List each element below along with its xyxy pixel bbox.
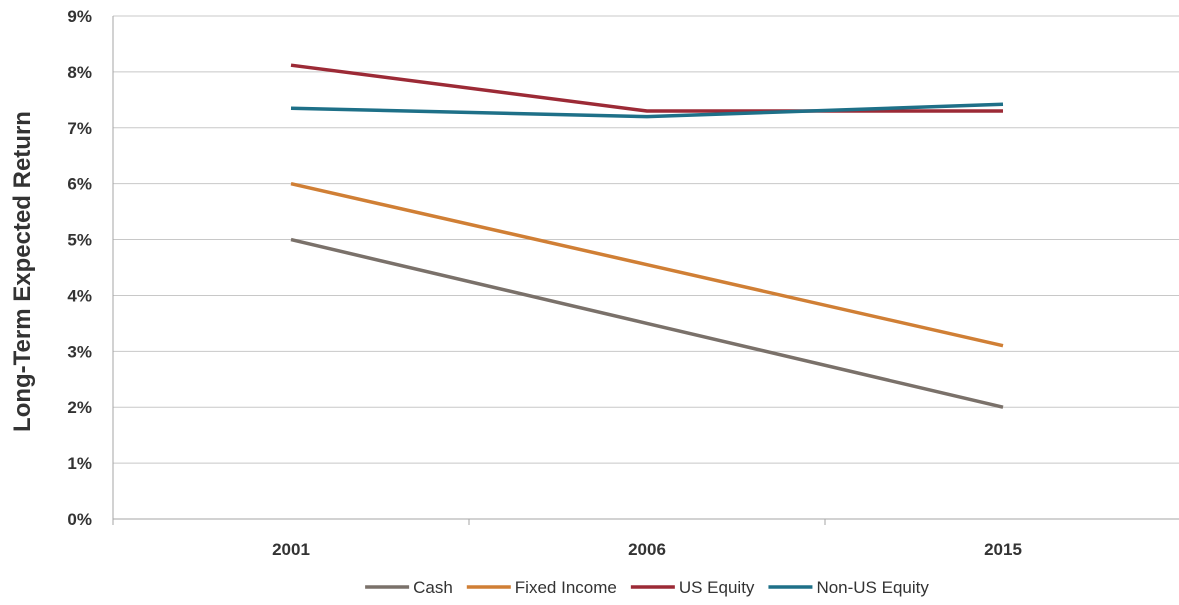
y-tick-label: 0%	[67, 510, 92, 529]
y-tick-label: 2%	[67, 398, 92, 417]
y-tick-label: 7%	[67, 119, 92, 138]
x-tick-label: 2015	[984, 540, 1022, 559]
legend-label: Cash	[413, 578, 453, 597]
legend-item-fixed-income: Fixed Income	[466, 578, 617, 597]
y-tick-label: 5%	[67, 231, 92, 250]
y-tick-label: 4%	[67, 286, 92, 305]
legend-label: Non-US Equity	[816, 578, 929, 597]
legend-item-us-equity: US Equity	[630, 578, 755, 597]
x-tick-label: 2001	[272, 540, 310, 559]
y-axis-label: Long-Term Expected Return	[9, 111, 36, 432]
y-tick-label: 1%	[67, 454, 92, 473]
y-tick-label: 3%	[67, 342, 92, 361]
grid-layer	[113, 15, 1179, 464]
series-line-us-equity	[290, 63, 1003, 113]
legend-item-cash: Cash	[365, 578, 453, 597]
series-layer	[290, 63, 1004, 409]
legend-label: US Equity	[679, 578, 755, 597]
legend-label: Fixed Income	[515, 578, 617, 597]
y-tick-label: 6%	[67, 175, 92, 194]
y-tick-label: 9%	[67, 7, 92, 26]
y-tick-label: 8%	[67, 63, 92, 82]
x-tick-label: 2006	[628, 540, 666, 559]
series-line-non-us-equity	[290, 102, 1004, 119]
legend-item-non-us-equity: Non-US Equity	[768, 578, 929, 597]
axis-layer: 0% 1% 2% 3% 4% 5% 6% 7% 8% 9% 2001 2006 2015	[67, 7, 1179, 559]
series-line-cash	[290, 237, 1004, 409]
legend: Cash Fixed Income US Equity Non-US Equity	[365, 578, 929, 597]
series-line-fixed-income	[290, 181, 1004, 348]
